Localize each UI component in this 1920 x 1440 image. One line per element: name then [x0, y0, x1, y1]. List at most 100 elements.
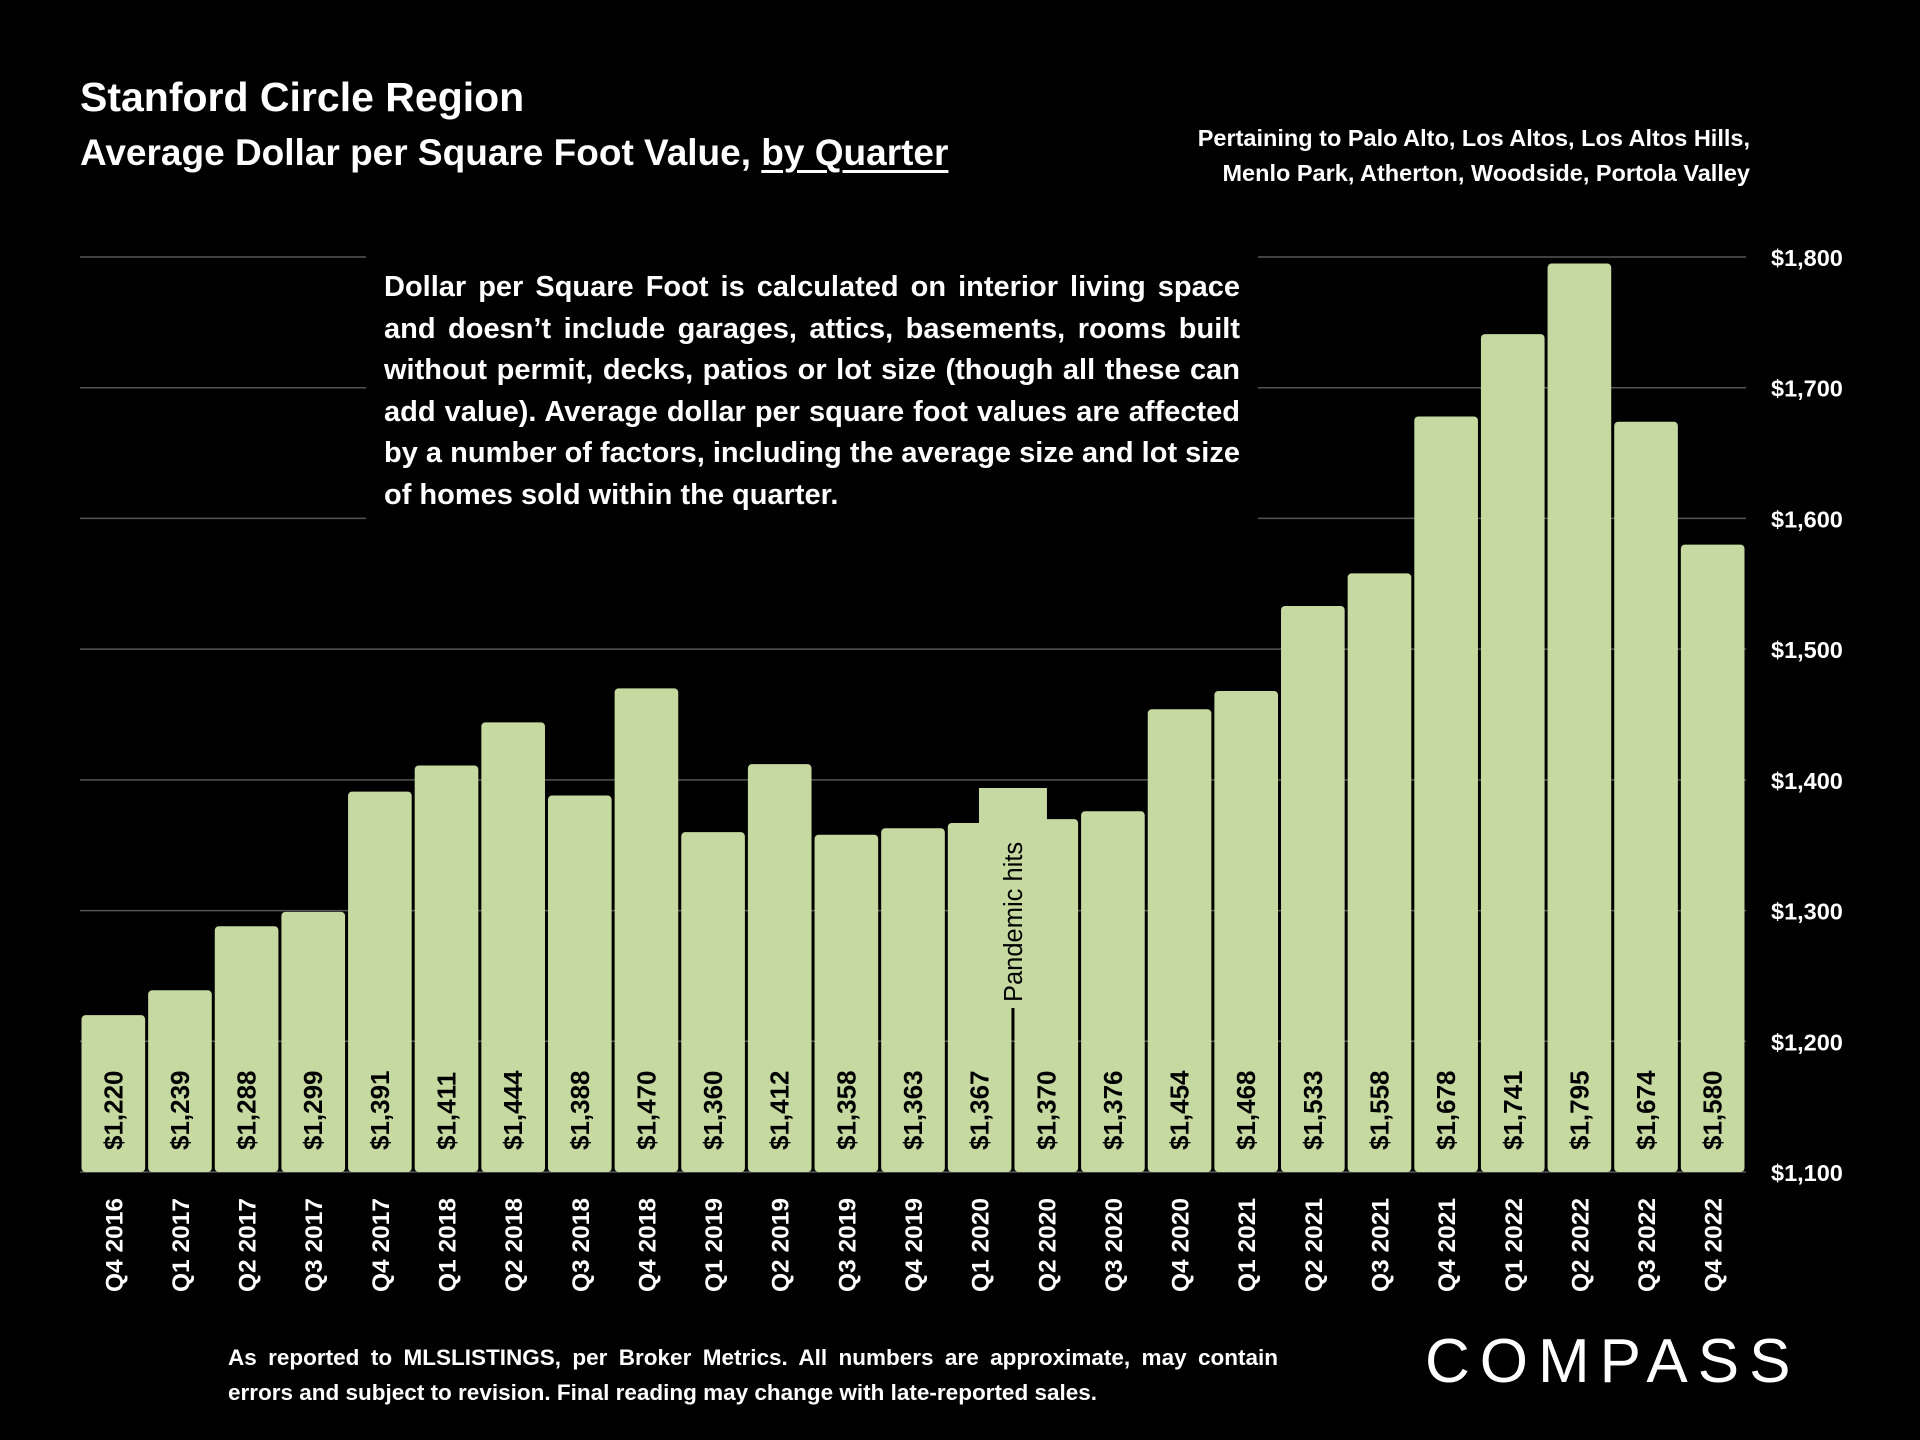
subtitle-by-quarter: by Quarter: [761, 132, 949, 173]
x-tick-label: Q4 2017: [368, 1198, 395, 1292]
data-label: $1,363: [898, 1070, 928, 1150]
bar: [747, 764, 812, 1172]
x-tick-label: Q2 2021: [1301, 1198, 1328, 1292]
x-tick-label: Q1 2019: [701, 1198, 728, 1292]
x-tick-label: Q4 2018: [634, 1198, 661, 1292]
note-background: [366, 248, 1258, 520]
data-label: $1,376: [1098, 1070, 1128, 1150]
y-tick-label: $1,800: [1771, 245, 1843, 271]
data-label: $1,367: [965, 1070, 995, 1150]
y-axis-labels: $1,100 $1,200 $1,300 $1,400 $1,500 $1,600 $1,7…: [1771, 245, 1843, 1186]
x-axis-labels: Q4 2016 Q1 2017 Q2 2017 Q3 2017 Q4 2017 Q1 20…: [101, 1198, 1727, 1292]
x-tick-label: Q3 2020: [1101, 1198, 1128, 1292]
annotation-label: Pandemic hits: [1000, 842, 1028, 1002]
footer-disclaimer: As reported to MLSLISTINGS, per Broker M…: [228, 1345, 1278, 1405]
y-tick-label: $1,200: [1771, 1029, 1843, 1055]
data-label: $1,220: [98, 1070, 128, 1150]
data-label: $1,391: [365, 1070, 395, 1150]
x-tick-label: Q1 2020: [968, 1198, 995, 1292]
y-tick-label: $1,700: [1771, 376, 1843, 402]
data-label: $1,454: [1165, 1070, 1195, 1150]
bar: [614, 688, 679, 1172]
x-tick-label: Q3 2019: [834, 1198, 861, 1292]
data-labels: $1,220 $1,239 $1,288 $1,299 $1,391 $1,411 $1,4…: [98, 1070, 1727, 1150]
data-label: $1,678: [1431, 1070, 1461, 1150]
region-note-line-1: Pertaining to Palo Alto, Los Altos, Los …: [1197, 125, 1750, 151]
bar: [1281, 606, 1345, 1172]
data-label: $1,358: [831, 1070, 861, 1150]
bar: [1081, 811, 1145, 1172]
x-tick-label: Q1 2018: [435, 1198, 462, 1292]
x-tick-label: Q2 2019: [768, 1198, 795, 1292]
data-label: $1,299: [298, 1070, 328, 1150]
region-note: Pertaining to Palo Alto, Los Altos, Los …: [1160, 121, 1750, 191]
x-tick-label: Q4 2020: [1168, 1198, 1195, 1292]
x-tick-label: Q2 2017: [235, 1198, 262, 1292]
bar: [1480, 334, 1545, 1172]
bar: [414, 765, 479, 1172]
bar: [814, 834, 879, 1172]
x-tick-label: Q3 2022: [1634, 1198, 1661, 1292]
methodology-note: Dollar per Square Foot is calculated on …: [384, 271, 1240, 511]
x-tick-label: Q3 2017: [301, 1198, 328, 1292]
bar: [1414, 416, 1478, 1172]
x-tick-label: Q1 2021: [1234, 1198, 1261, 1292]
x-tick-label: Q4 2016: [101, 1198, 128, 1292]
data-label: $1,412: [765, 1070, 795, 1150]
bar: [1347, 573, 1412, 1172]
data-label: $1,239: [165, 1070, 195, 1150]
bar: [148, 990, 212, 1172]
data-label: $1,674: [1631, 1070, 1661, 1150]
logo-text: COMPASS: [1425, 1326, 1801, 1396]
bar: [281, 911, 346, 1172]
x-tick-label: Q3 2018: [568, 1198, 595, 1292]
data-label: $1,411: [432, 1072, 462, 1150]
bar: [348, 791, 412, 1172]
x-tick-label: Q1 2022: [1501, 1198, 1528, 1292]
bar: [881, 828, 945, 1172]
subtitle-text: Average Dollar per Square Foot Value,: [80, 132, 762, 173]
bar: [681, 832, 745, 1172]
y-tick-label: $1,100: [1771, 1160, 1843, 1186]
x-tick-label: Q2 2020: [1034, 1198, 1061, 1292]
bar: [1614, 421, 1678, 1172]
bar: [481, 722, 545, 1172]
bar: [214, 926, 279, 1172]
bar: [81, 1015, 146, 1172]
x-tick-label: Q2 2018: [501, 1198, 528, 1292]
data-label: $1,580: [1698, 1070, 1728, 1150]
data-label: $1,558: [1364, 1070, 1394, 1150]
bar: [547, 795, 612, 1172]
data-label: $1,470: [631, 1070, 661, 1150]
annotations: Pandemic hits: [366, 248, 1258, 1036]
y-tick-label: $1,600: [1771, 506, 1843, 532]
x-tick-label: Q2 2022: [1567, 1198, 1594, 1292]
compass-logo: COMPASS: [1425, 1326, 1800, 1396]
y-tick-label: $1,300: [1771, 899, 1843, 925]
data-label: $1,288: [232, 1070, 262, 1150]
x-tick-label: Q3 2021: [1367, 1198, 1394, 1292]
x-tick-label: Q4 2019: [901, 1198, 928, 1292]
y-tick-label: $1,400: [1771, 768, 1843, 794]
region-note-line-2: Menlo Park, Atherton, Woodside, Portola …: [1222, 160, 1750, 186]
annotation-box: [978, 788, 1047, 1008]
data-label: $1,795: [1564, 1070, 1594, 1150]
bar: [1680, 544, 1745, 1172]
data-label: $1,468: [1231, 1070, 1261, 1150]
y-tick-label: $1,500: [1771, 637, 1843, 663]
bar: [1547, 263, 1612, 1172]
x-tick-label: Q4 2022: [1701, 1198, 1728, 1292]
x-tick-label: Q1 2017: [168, 1198, 195, 1292]
data-label: $1,360: [698, 1070, 728, 1150]
bar: [1214, 690, 1279, 1172]
chart-subtitle: Average Dollar per Square Foot Value, by…: [80, 132, 948, 174]
data-label: $1,444: [498, 1070, 528, 1150]
data-label: $1,388: [565, 1070, 595, 1150]
data-label: $1,741: [1498, 1070, 1528, 1150]
data-label: $1,370: [1031, 1070, 1061, 1150]
bar: [1147, 709, 1212, 1172]
data-label: $1,533: [1298, 1070, 1328, 1150]
x-tick-label: Q4 2021: [1434, 1198, 1461, 1292]
chart-title: Stanford Circle Region: [80, 74, 525, 120]
